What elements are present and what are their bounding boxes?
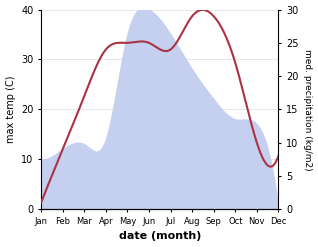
Y-axis label: med. precipitation (kg/m2): med. precipitation (kg/m2) bbox=[303, 49, 313, 170]
X-axis label: date (month): date (month) bbox=[119, 231, 201, 242]
Y-axis label: max temp (C): max temp (C) bbox=[5, 76, 16, 143]
